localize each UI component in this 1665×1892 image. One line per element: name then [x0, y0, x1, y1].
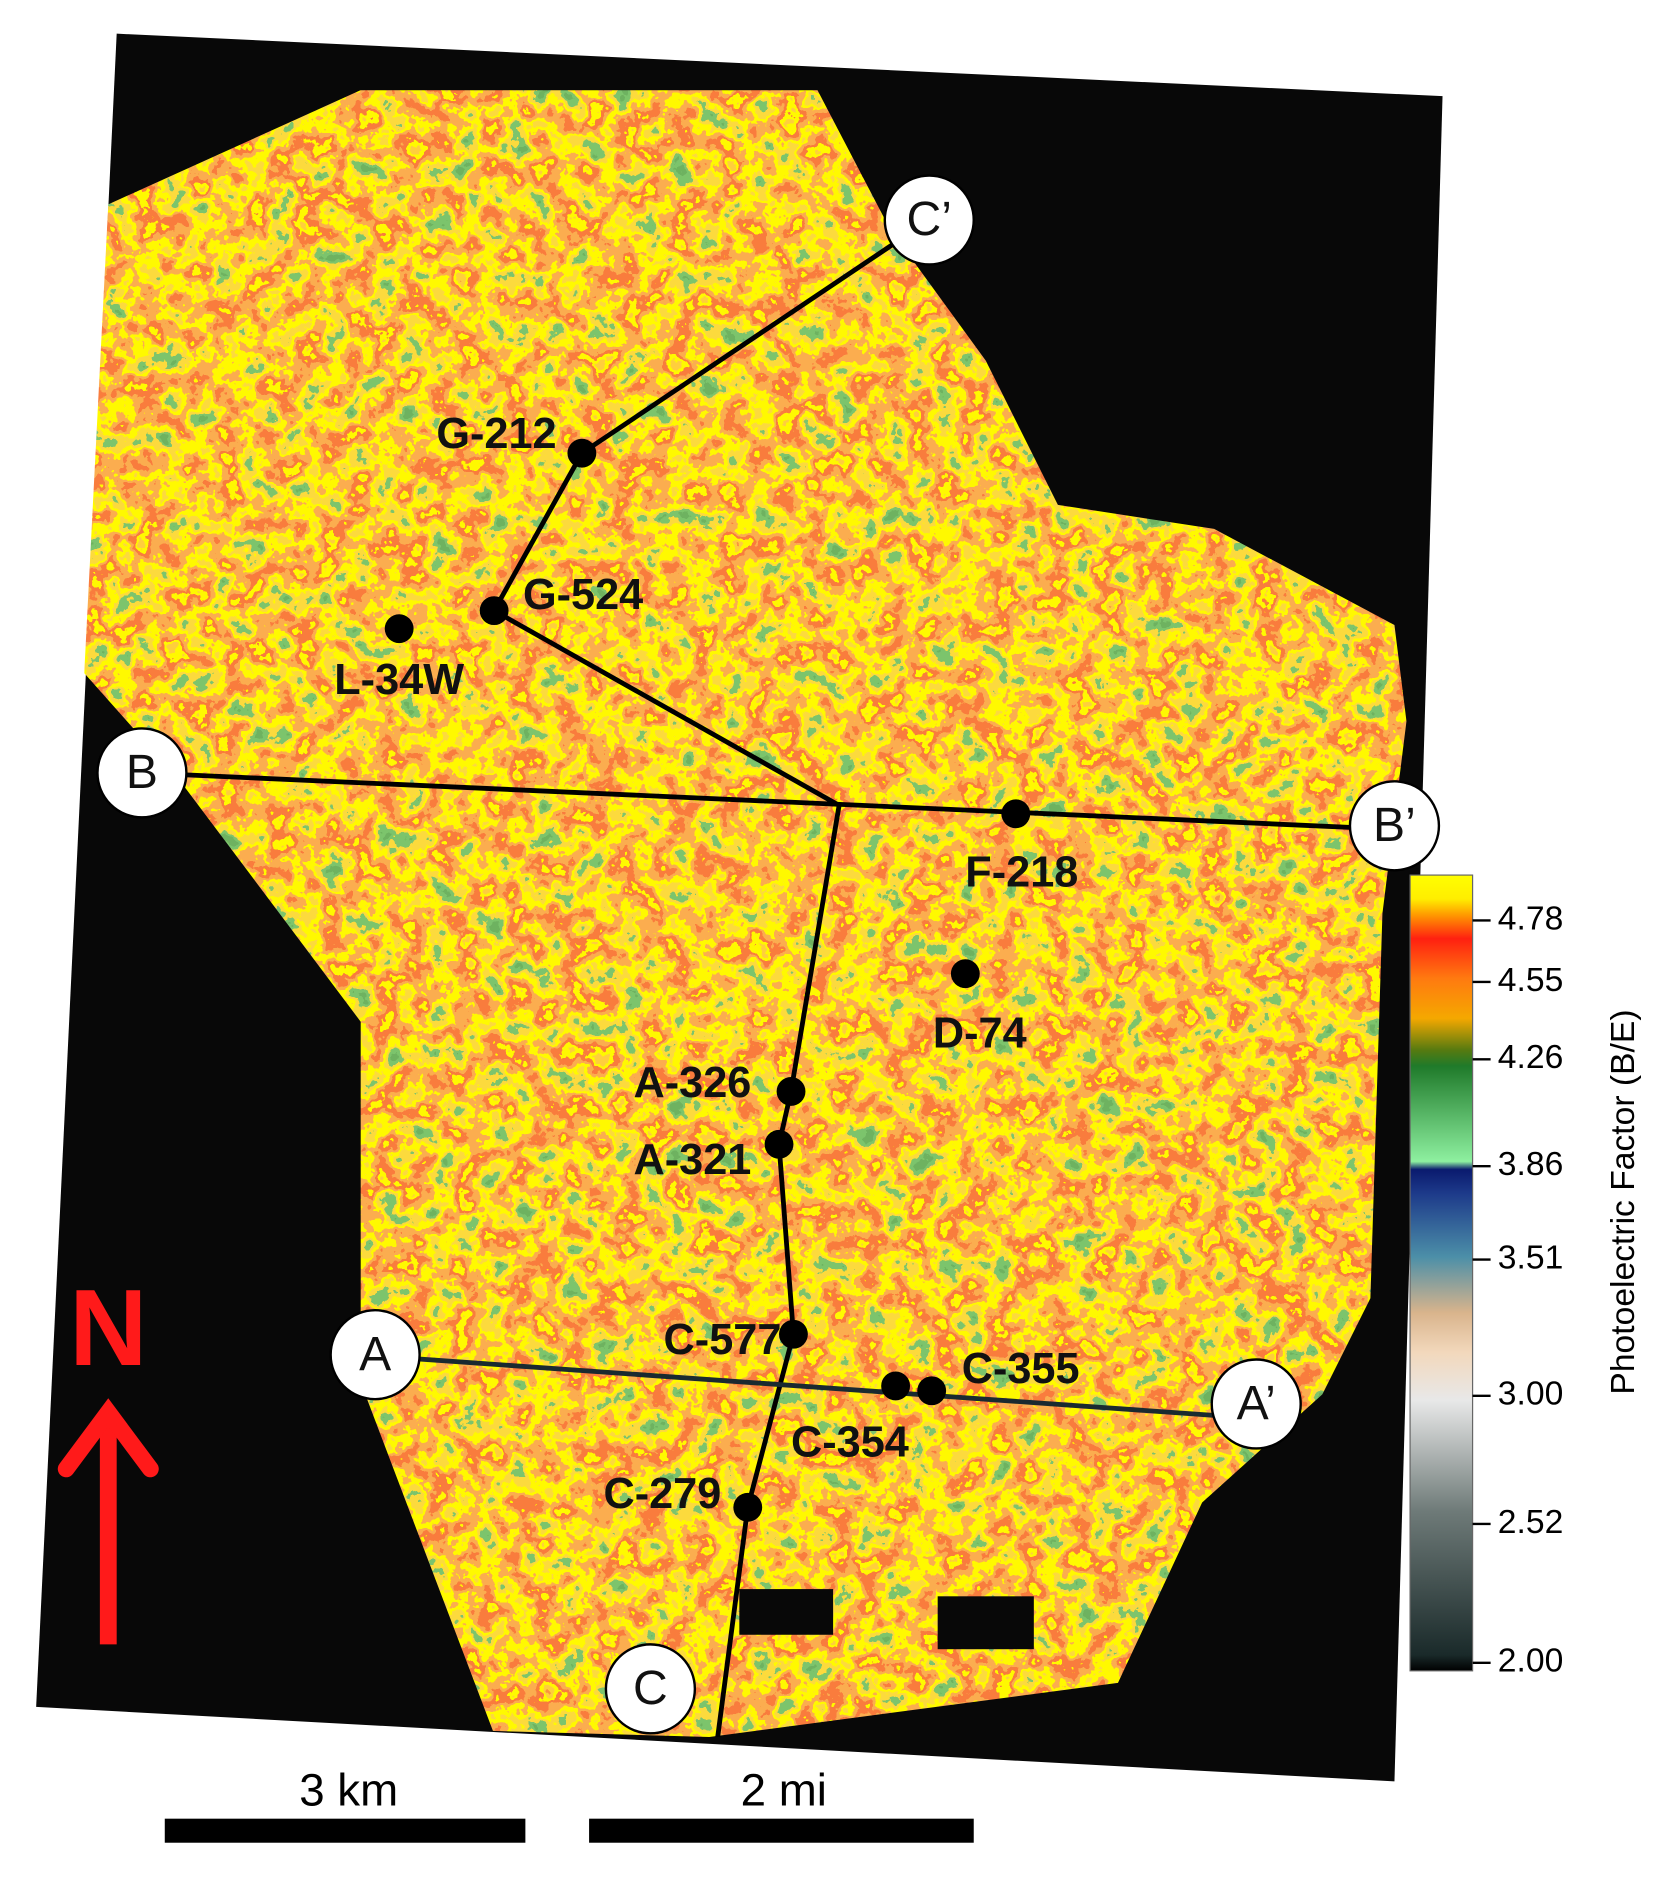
- well-label: A-326: [634, 1059, 752, 1107]
- section-end-circle: [329, 1309, 421, 1401]
- section-end-circle: [1348, 780, 1441, 872]
- well-label: C-577: [664, 1316, 782, 1364]
- section-end-label: A: [359, 1327, 391, 1381]
- scale: 3 km 2 mi: [164, 1764, 974, 1843]
- well-label: C-355: [962, 1345, 1080, 1393]
- section-end-label: A’: [1237, 1376, 1276, 1430]
- section-end-label: C’: [907, 192, 952, 246]
- section-end-label: C: [633, 1661, 668, 1715]
- colorbar-tick-label: 4.55: [1498, 962, 1563, 999]
- section-line: [374, 1353, 1257, 1421]
- well-label: G-212: [436, 410, 556, 458]
- well-dot: [776, 1077, 806, 1106]
- section-end-label: B’: [1373, 798, 1416, 852]
- colorbar-tick-label: 2.52: [1498, 1504, 1563, 1541]
- well-dot: [779, 1319, 808, 1349]
- north-label: N: [69, 1267, 147, 1388]
- colorbar-tick-label: 3.00: [1498, 1376, 1563, 1413]
- section-end-circle: [1210, 1358, 1302, 1450]
- well-dot: [1001, 799, 1031, 829]
- scale-bar: [589, 1818, 974, 1843]
- well-label: C-279: [603, 1470, 721, 1518]
- well-dot: [567, 438, 597, 468]
- colorbar-label: Photoelectric Factor (B/E): [1605, 1009, 1642, 1394]
- scale-label: 2 mi: [741, 1764, 827, 1815]
- well-dot: [881, 1371, 911, 1401]
- wells: G-212 G-524 L-34W F-218 D-74 A-326 A-321 C-577 C…: [334, 410, 1080, 1522]
- well-dot: [479, 596, 509, 626]
- well-label: C-354: [791, 1418, 909, 1466]
- scale-label: 3 km: [299, 1764, 398, 1815]
- section-line: [141, 770, 1395, 832]
- colorbar-tick-label: 3.51: [1498, 1239, 1563, 1276]
- section-end-circle: [883, 174, 975, 266]
- well-dot: [384, 614, 414, 644]
- colorbar-ramp: [1409, 874, 1474, 1672]
- colorbar: Photoelectric Factor (B/E) 4.78 4.55 4.26 3…: [1409, 874, 1642, 1680]
- section-end-circle: [96, 727, 188, 819]
- well-dot: [733, 1492, 763, 1522]
- data-gap: [937, 1596, 1034, 1650]
- section-ends: A A’ B B’ C C’: [96, 174, 1441, 1735]
- well-dot: [764, 1129, 794, 1159]
- north-head: [57, 1398, 159, 1478]
- well-label: L-34W: [334, 656, 464, 704]
- well-label: G-524: [523, 571, 643, 619]
- colorbar-tick-label: 4.78: [1498, 900, 1563, 937]
- scale-bar: [164, 1818, 526, 1843]
- colorbar-tick-label: 4.26: [1498, 1039, 1563, 1076]
- colorbar-tick-label: 2.00: [1498, 1643, 1563, 1680]
- well-label: F-218: [965, 849, 1078, 897]
- data-gap: [739, 1589, 834, 1635]
- well-label: A-321: [634, 1136, 752, 1184]
- well-dot: [917, 1376, 947, 1406]
- well-dot: [950, 959, 980, 989]
- section-end-circle: [604, 1643, 697, 1735]
- section-end-label: B: [126, 745, 158, 799]
- north-arrow: N: [57, 1267, 159, 1645]
- well-label: D-74: [933, 1010, 1027, 1058]
- colorbar-tick-label: 3.86: [1498, 1146, 1563, 1183]
